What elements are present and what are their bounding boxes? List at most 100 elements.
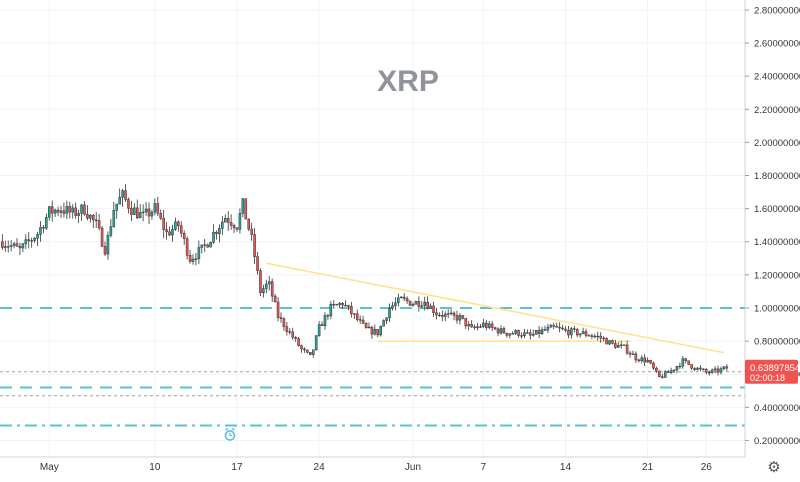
y-tick-label: 0.40000000 [754,403,800,414]
gear-icon[interactable]: ⚙ [767,459,781,476]
candle-body [487,323,491,328]
candle-body [446,313,450,315]
candle-body [628,352,632,355]
candle-body [602,337,605,340]
candle-body [91,214,95,221]
candle-body [443,313,447,317]
candle-body [106,235,110,255]
candle-body [188,255,192,262]
candle-body [432,305,435,313]
y-tick-label: 1.00000000 [754,303,800,314]
candle-body [238,213,242,230]
candle-body [156,203,160,214]
candle-body [235,227,239,230]
candle-body [596,335,600,338]
candle-body [215,231,218,235]
candle-body [36,234,39,239]
candle-body [267,281,271,285]
candle-body [162,217,165,230]
candle-body [276,301,280,318]
candle-body [291,331,294,338]
candle-body [124,190,127,200]
x-tick-label: 17 [231,462,243,473]
candle-body [273,295,277,303]
candle-body [317,324,321,337]
candle-body [514,330,517,334]
candle-body [80,204,83,214]
candle-body [449,312,453,315]
candle-body [89,214,92,219]
alert-markers[interactable] [224,427,236,441]
candle-body [634,353,638,361]
candle-body [678,365,682,368]
candle-body [452,312,456,316]
candle-body [458,315,462,321]
candle-body [672,369,676,371]
candle-body [587,335,591,337]
candle-body [314,335,318,351]
candle-body [397,297,400,304]
candle-body [247,218,251,230]
candle-body [388,307,391,319]
candle-body [185,238,189,256]
candle-body [27,239,31,242]
candle-body [174,221,177,230]
candle-body [391,305,394,309]
candle-body [652,362,655,369]
candle-body [177,221,180,227]
candle-body [68,206,72,213]
candle-body [476,326,479,329]
candle-body [311,349,315,355]
candle-body [212,231,215,243]
candle-body [699,367,702,370]
candle-body [171,229,174,236]
candle-body [555,325,558,328]
candle-body [367,326,371,329]
candle-body [658,370,661,377]
candle-body [617,345,620,348]
candle-body [150,211,154,217]
candle-body [74,207,77,216]
candle-body [56,209,60,213]
candle-body [71,207,75,213]
candle-body [341,303,344,306]
candle-body [614,343,617,348]
candle-body [355,313,359,320]
candle-body [385,317,388,321]
candle-body [83,204,86,215]
candle-body [643,357,646,363]
x-axis-panel [0,457,800,477]
candle-body [1,241,4,248]
candle-body [584,331,588,336]
horizontal-levels[interactable] [0,306,745,427]
candle-body [326,315,330,317]
candle-body [147,208,151,217]
candle-body [696,367,699,370]
candle-body [455,315,459,321]
candle-body [473,326,476,329]
candle-body [115,203,119,211]
y-tick-label: 2.20000000 [754,105,800,116]
candle-body [549,325,553,328]
y-tick-label: 0.20000000 [754,436,800,447]
candle-body [350,306,353,314]
candle-body [103,246,107,255]
candle-body [663,371,667,378]
candle-body [361,319,365,324]
alarm-clock-icon[interactable] [224,427,236,441]
candle-body [578,333,582,336]
y-axis-panel [745,0,800,477]
trendline[interactable] [266,262,725,354]
candle-body [320,324,324,327]
y-tick-label: 1.60000000 [754,204,800,215]
candle-body [130,207,133,215]
candle-body [144,208,148,213]
candle-body [223,217,227,223]
candle-body [693,367,696,370]
trendlines[interactable] [266,262,725,354]
candle-body [288,331,292,333]
candle-body [687,360,690,365]
